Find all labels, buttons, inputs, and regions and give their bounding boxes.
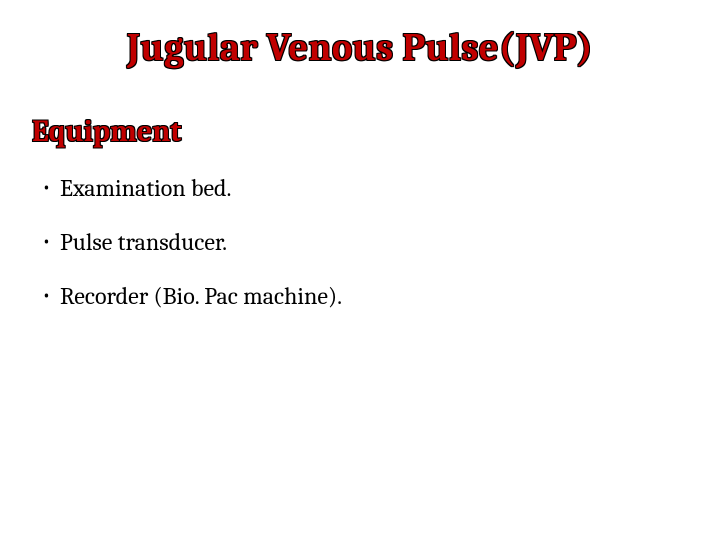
bullet-marker: • [42, 281, 60, 309]
bullet-marker: • [42, 173, 60, 201]
list-item: • Recorder (Bio. Pac machine). [42, 281, 680, 311]
slide-container: Jugular Venous Pulse(JVP) Equipment • Ex… [0, 0, 720, 540]
list-item-text: Pulse transducer. [60, 227, 680, 257]
list-item-text: Recorder (Bio. Pac machine). [60, 281, 680, 311]
slide-title: Jugular Venous Pulse(JVP) [40, 26, 680, 70]
section-heading: Equipment [32, 114, 680, 149]
list-item-text: Examination bed. [60, 173, 680, 203]
bullet-marker: • [42, 227, 60, 255]
list-item: • Examination bed. [42, 173, 680, 203]
list-item: • Pulse transducer. [42, 227, 680, 257]
bullet-list: • Examination bed. • Pulse transducer. •… [42, 173, 680, 311]
